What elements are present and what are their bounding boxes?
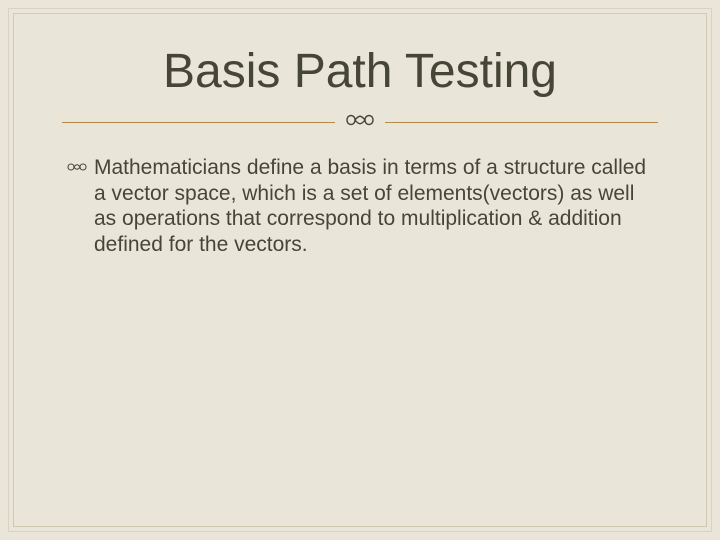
body-bullet-item: Mathematicians define a basis in terms o… bbox=[62, 155, 658, 257]
divider-line-left bbox=[62, 122, 335, 123]
slide-mid-frame: Basis Path Testing Mathematicians define… bbox=[8, 8, 712, 532]
slide-title: Basis Path Testing bbox=[62, 44, 658, 99]
slide-inner-frame: Basis Path Testing Mathematicians define… bbox=[13, 13, 707, 527]
divider-line-right bbox=[385, 122, 658, 123]
body-text: Mathematicians define a basis in terms o… bbox=[94, 155, 654, 257]
flourish-icon bbox=[335, 107, 385, 137]
slide-outer-frame: Basis Path Testing Mathematicians define… bbox=[0, 0, 720, 540]
title-divider bbox=[62, 107, 658, 137]
bullet-flourish-icon bbox=[66, 155, 88, 182]
